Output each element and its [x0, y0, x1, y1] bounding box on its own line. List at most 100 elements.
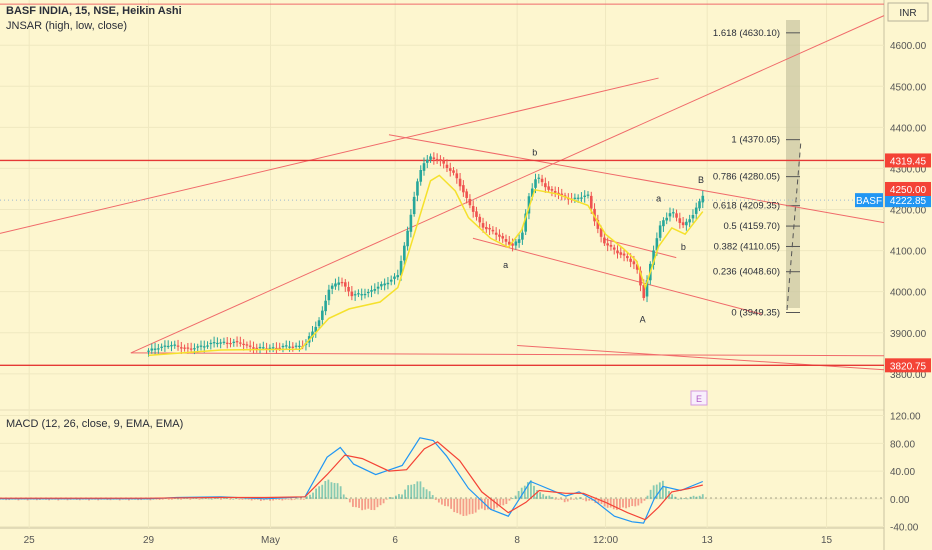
- trend-line[interactable]: [388, 134, 885, 224]
- macd-histogram-bar: [5, 498, 8, 501]
- symbol-tag-box: [855, 193, 883, 208]
- fib-labels: 1.618 (4630.10) 1 (4370.05) 0.786 (4280.05…: [713, 28, 780, 319]
- candle-body: [635, 264, 639, 270]
- macd-histogram-bar: [318, 486, 321, 499]
- macd-histogram-bar: [508, 498, 511, 501]
- macd-histogram-bar: [609, 498, 612, 508]
- candle-body: [675, 213, 678, 218]
- macd-histogram-bar: [419, 481, 422, 499]
- candle-body: [442, 160, 445, 164]
- macd-histogram-bar: [118, 498, 121, 501]
- macd-histogram-bar: [281, 498, 284, 501]
- time-tick-label: 13: [702, 535, 714, 546]
- price-tick-label: 3800.00: [890, 370, 927, 381]
- earnings-marker[interactable]: [690, 390, 708, 406]
- macd-histogram-bar: [619, 498, 621, 509]
- candle-body: [219, 342, 222, 344]
- candle-body: [465, 191, 468, 198]
- macd-histogram-bar: [625, 498, 627, 509]
- time-axis-ticks: 25 29 May 6 8 12:00 13 15: [24, 535, 833, 546]
- candle-body: [353, 294, 357, 296]
- macd-histogram-bar: [655, 484, 658, 499]
- currency-box[interactable]: [887, 2, 929, 22]
- macd-histogram-bar: [385, 498, 388, 500]
- macd-histogram-bar: [330, 482, 333, 499]
- candle-body: [448, 168, 452, 171]
- candle-body: [166, 345, 170, 348]
- macd-histogram-bar: [78, 498, 81, 501]
- candle-body: [153, 348, 157, 350]
- candle-body: [596, 219, 600, 229]
- macd-histogram-bar: [8, 498, 11, 501]
- macd-histogram-bar: [367, 498, 370, 509]
- macd-histogram-bar: [284, 498, 287, 500]
- macd-histogram-bar: [603, 498, 606, 507]
- candle-body: [232, 341, 236, 343]
- candle-body: [399, 261, 403, 276]
- fib-level-label: 0.5 (4159.70): [723, 221, 780, 232]
- macd-histogram-bar: [401, 494, 403, 499]
- candle-body: [544, 183, 547, 188]
- candle-body: [386, 282, 390, 285]
- wave-label: A: [640, 314, 646, 324]
- candle-body: [557, 192, 560, 195]
- macd-histogram-bar: [566, 498, 569, 502]
- macd-histogram-bar: [447, 498, 449, 507]
- macd-histogram-bar: [450, 498, 453, 509]
- candle-body: [671, 212, 675, 214]
- candle-body: [662, 220, 665, 227]
- candle-body: [324, 300, 327, 312]
- candle-body: [691, 215, 695, 219]
- candle-body: [268, 347, 272, 349]
- trend-line[interactable]: [472, 237, 763, 315]
- macd-histogram-bar: [336, 483, 339, 499]
- candle-body: [383, 283, 386, 286]
- time-tick-label: 25: [24, 535, 36, 546]
- trend-line[interactable]: [130, 15, 885, 354]
- candle-body: [284, 345, 288, 347]
- candle-body: [471, 206, 475, 212]
- macd-histogram-bar: [302, 498, 305, 500]
- trend-line[interactable]: [605, 239, 677, 259]
- candle-body: [685, 221, 688, 226]
- trend-line[interactable]: [130, 352, 885, 357]
- candle-body: [527, 196, 531, 214]
- trend-line[interactable]: [0, 77, 659, 234]
- fib-level-label: 0.236 (4048.60): [713, 267, 780, 278]
- macd-histogram-bar: [229, 498, 232, 500]
- macd-histogram-bar: [223, 497, 225, 499]
- wave-labels: a b Aa b B: [503, 148, 704, 325]
- price-tags: 4222.85 BASF 4250.00 4319.45 3820.75: [855, 153, 931, 373]
- macd-histogram-bar: [364, 498, 367, 510]
- price-tag: 4222.85 BASF: [855, 193, 931, 208]
- macd-histogram-bar: [382, 498, 385, 504]
- candle-body: [494, 232, 498, 235]
- macd-histogram-bar: [309, 494, 311, 499]
- macd-histogram-bar: [437, 498, 440, 503]
- macd-histogram-bar: [189, 498, 192, 500]
- macd-histogram-bar: [493, 498, 495, 510]
- macd-tick-label: 80.00: [890, 439, 915, 450]
- candle-body: [583, 195, 587, 197]
- macd-histogram-bar: [588, 498, 591, 501]
- macd-histogram-bar: [391, 497, 394, 499]
- macd-histogram-bar: [511, 498, 514, 499]
- fib-level-label: 0.382 (4110.05): [714, 241, 780, 252]
- candle-body: [458, 178, 462, 187]
- candle-body: [599, 228, 603, 237]
- currency-label: INR: [899, 8, 916, 19]
- candle-body: [298, 345, 301, 347]
- candle-body: [209, 342, 213, 345]
- candle-body: [370, 290, 373, 292]
- candle-body: [439, 159, 442, 161]
- candle-body: [396, 275, 400, 278]
- candle-body: [225, 342, 229, 344]
- candle-body: [576, 197, 580, 199]
- candle-body: [189, 348, 193, 350]
- macd-histogram-bar: [109, 498, 112, 501]
- macd-histogram-bar: [434, 498, 437, 500]
- candle-body: [330, 285, 334, 289]
- candle-body: [180, 347, 183, 349]
- macd-histogram-bar: [533, 485, 535, 499]
